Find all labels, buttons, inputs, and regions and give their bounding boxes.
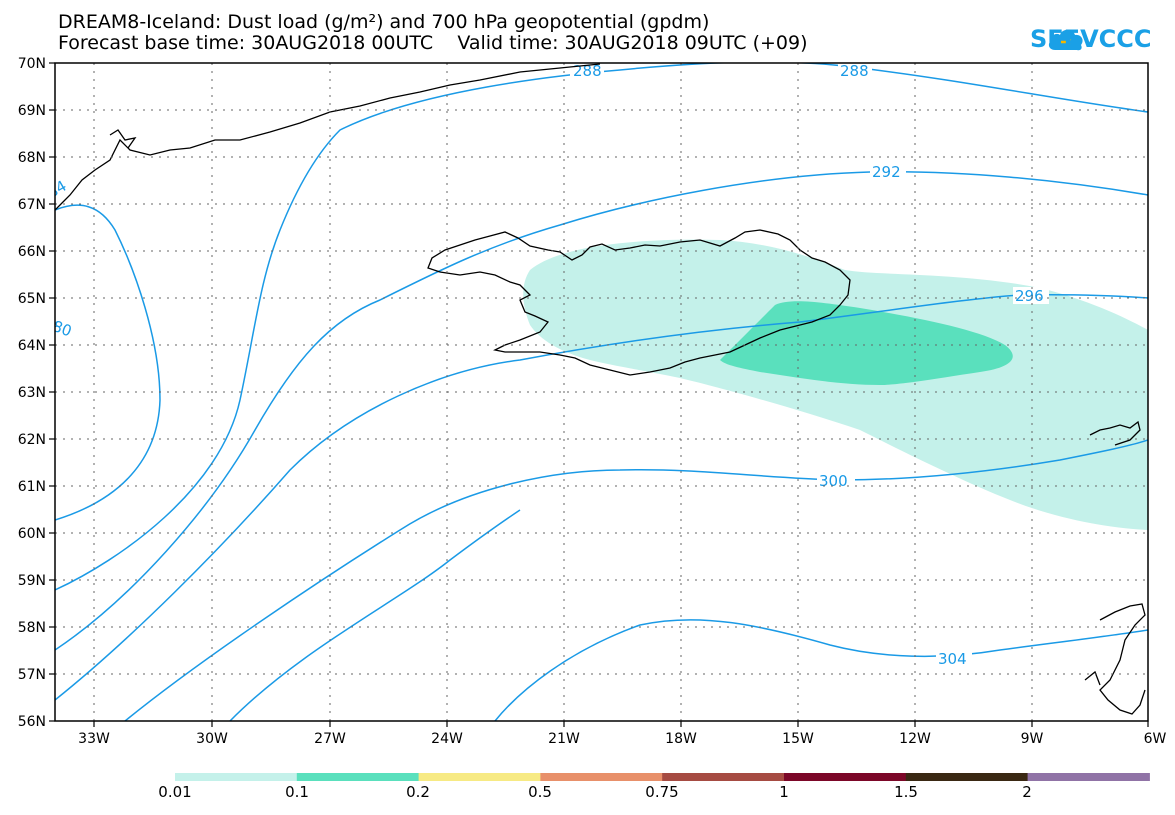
- contour-label: 304: [938, 650, 967, 668]
- contour-label: 292: [872, 163, 901, 181]
- contour-label: 296: [1015, 287, 1044, 305]
- logo-text: SEEVCCC: [1030, 25, 1152, 53]
- colorbar-label: 0.5: [528, 783, 552, 801]
- contour-label: 80: [50, 317, 74, 340]
- colorbar-label: 0.01: [158, 783, 192, 801]
- map-subtitle: Forecast base time: 30AUG2018 00UTC Vali…: [58, 32, 808, 54]
- map-title: DREAM8-Iceland: Dust load (g/m²) and 700…: [58, 11, 710, 33]
- lat-label: 70N: [18, 56, 46, 72]
- contour-label: 288: [840, 62, 869, 80]
- lon-label: 30W: [196, 731, 228, 747]
- colorbar-segment: [1027, 773, 1150, 781]
- colorbar-segment: [905, 773, 1029, 781]
- colorbar-segment: [296, 773, 420, 781]
- colorbar-segment: [662, 773, 785, 781]
- lon-label: 21W: [548, 731, 580, 747]
- lat-label: 58N: [18, 620, 46, 636]
- colorbar-segment: [784, 773, 907, 781]
- lat-label: 67N: [18, 197, 46, 213]
- colorbar-label: 0.2: [406, 783, 430, 801]
- lat-label: 59N: [18, 573, 46, 589]
- lat-label: 65N: [18, 291, 46, 307]
- lat-label: 63N: [18, 385, 46, 401]
- colorbar-label: 1: [779, 783, 789, 801]
- lon-label: 24W: [431, 731, 463, 747]
- lat-label: 64N: [18, 338, 46, 354]
- lat-label: 56N: [18, 714, 46, 730]
- cloud-logo-icon: [1048, 29, 1083, 51]
- colorbar-segment: [540, 773, 663, 781]
- lat-label: 66N: [18, 244, 46, 260]
- contour-label: 288: [573, 62, 602, 80]
- iceland-coast: [427, 229, 851, 376]
- lon-label: 27W: [314, 731, 346, 747]
- lon-label: 18W: [665, 731, 697, 747]
- colorbar: [175, 773, 1150, 781]
- colorbar-label: 2: [1022, 783, 1032, 801]
- colorbar-label: 0.75: [645, 783, 679, 801]
- contour-label: 84: [44, 177, 70, 202]
- colorbar-segment: [175, 773, 298, 781]
- axis-ticks: [49, 62, 1149, 727]
- coastlines: [55, 63, 1146, 715]
- lat-label: 68N: [18, 150, 46, 166]
- lat-label: 62N: [18, 432, 46, 448]
- map-grid: [55, 63, 1148, 721]
- lat-label: 61N: [18, 479, 46, 495]
- colorbar-label: 0.1: [285, 783, 309, 801]
- lat-label: 69N: [18, 103, 46, 119]
- lon-label: 6W: [1144, 731, 1167, 747]
- lon-label: 15W: [782, 731, 814, 747]
- dust-area-light: [523, 239, 1148, 530]
- colorbar-segment: [418, 773, 541, 781]
- colorbar-label: 1.5: [894, 783, 918, 801]
- lat-label: 60N: [18, 526, 46, 542]
- lon-label: 33W: [78, 731, 110, 747]
- lon-label: 12W: [899, 731, 931, 747]
- lon-label: 9W: [1021, 731, 1044, 747]
- lat-label: 57N: [18, 667, 46, 683]
- contour-label: 300: [819, 472, 848, 490]
